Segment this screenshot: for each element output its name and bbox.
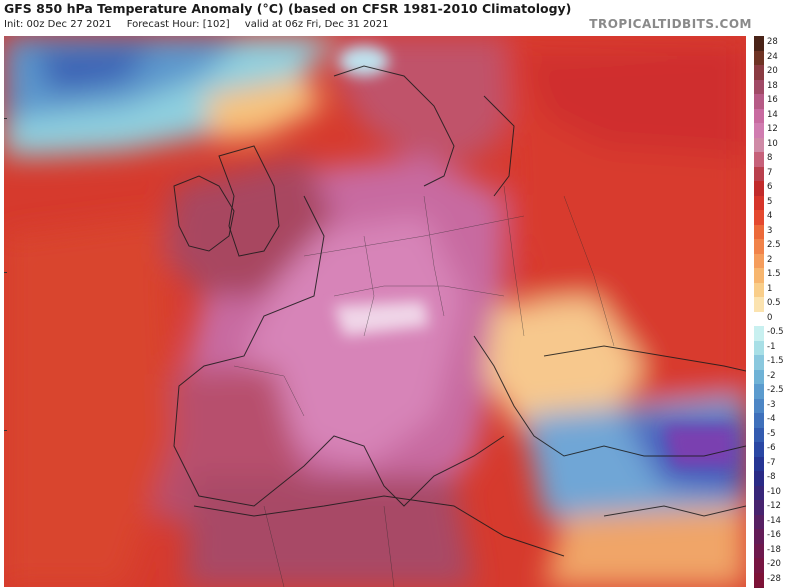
legend-label: 0 (767, 313, 772, 323)
chart-title: GFS 850 hPa Temperature Anomaly (°C) (ba… (4, 1, 571, 16)
legend-swatch (754, 529, 764, 545)
legend-label: -28 (767, 574, 781, 584)
legend-swatch (754, 254, 764, 270)
legend-label: -18 (767, 545, 781, 555)
legend-label: -20 (767, 559, 781, 569)
forecast-hour: Forecast Hour: [102] (127, 19, 230, 30)
map-svg (4, 36, 746, 587)
legend-swatch (754, 544, 764, 560)
legend-label: -10 (767, 487, 781, 497)
brand-watermark: TROPICALTIDBITS.COM (589, 17, 752, 31)
anomaly-map (4, 36, 746, 587)
legend-swatch (754, 65, 764, 81)
anomaly-middle-east (544, 506, 746, 587)
legend-label: 20 (767, 66, 778, 76)
legend-swatch (754, 94, 764, 110)
legend-label: -7 (767, 458, 775, 468)
legend-label: 3 (767, 226, 772, 236)
init-time: Init: 00z Dec 27 2021 (4, 19, 112, 30)
legend-swatch (754, 558, 764, 574)
legend-label: -2 (767, 371, 775, 381)
legend-swatch (754, 355, 764, 371)
legend-swatch (754, 268, 764, 284)
anomaly-north-africa (184, 476, 474, 587)
legend-swatch (754, 80, 764, 96)
legend-swatch (754, 457, 764, 473)
legend-swatch (754, 486, 764, 502)
legend-label: 10 (767, 139, 778, 149)
legend-label: 2.5 (767, 240, 781, 250)
run-info: Init: 00z Dec 27 2021 Forecast Hour: [10… (4, 19, 400, 30)
legend-label: -3 (767, 400, 775, 410)
legend-swatch (754, 225, 764, 241)
legend-label: 0.5 (767, 298, 781, 308)
legend-swatch (754, 36, 764, 52)
legend-label: 1 (767, 284, 772, 294)
legend-label: 6 (767, 182, 772, 192)
legend-label: 12 (767, 124, 778, 134)
legend-swatch (754, 167, 764, 183)
legend-swatch (754, 123, 764, 139)
legend-swatch (754, 196, 764, 212)
legend-label: -1.5 (767, 356, 784, 366)
legend-swatch (754, 573, 764, 588)
legend-label: 28 (767, 37, 778, 47)
legend-swatch (754, 210, 764, 226)
legend-label: 5 (767, 197, 772, 207)
legend-swatch (754, 370, 764, 386)
map-edge-tick (4, 430, 7, 431)
map-edge-tick (4, 118, 7, 119)
legend-swatch (754, 413, 764, 429)
legend-label: -6 (767, 443, 775, 453)
header: GFS 850 hPa Temperature Anomaly (°C) (ba… (0, 0, 792, 36)
legend-label: 2 (767, 255, 772, 265)
legend-label: -14 (767, 516, 781, 526)
legend-label: -2.5 (767, 385, 784, 395)
legend-swatch (754, 384, 764, 400)
legend-label: -5 (767, 429, 775, 439)
legend-label: -1 (767, 342, 775, 352)
legend-swatch (754, 239, 764, 255)
legend-swatch (754, 109, 764, 125)
legend-swatch (754, 283, 764, 299)
legend-label: -16 (767, 530, 781, 540)
legend-label: 24 (767, 52, 778, 62)
legend-swatch (754, 312, 764, 328)
legend-label: 18 (767, 81, 778, 91)
legend-swatch (754, 515, 764, 531)
legend-swatch (754, 428, 764, 444)
legend-swatch (754, 152, 764, 168)
map-edge-tick (4, 272, 7, 273)
legend-label: -12 (767, 501, 781, 511)
legend-swatch (754, 297, 764, 313)
legend-swatch (754, 51, 764, 67)
legend-swatch (754, 442, 764, 458)
legend-swatch (754, 341, 764, 357)
color-legend: 28 24 20 18 16 14 12 10 8 7 6 5 4 3 2.5 2 1.5 1 0.5 0 -0.5 -1… (752, 36, 792, 587)
legend-label: -4 (767, 414, 775, 424)
legend-label: 1.5 (767, 269, 781, 279)
legend-swatch (754, 326, 764, 342)
legend-label: 7 (767, 168, 772, 178)
anomaly-anatolia-min (664, 426, 734, 466)
valid-time: valid at 06z Fri, Dec 31 2021 (245, 19, 389, 30)
legend-label: 14 (767, 110, 778, 120)
legend-swatch (754, 471, 764, 487)
legend-swatch (754, 181, 764, 197)
legend-swatch (754, 399, 764, 415)
legend-swatch (754, 138, 764, 154)
legend-label: -0.5 (767, 327, 784, 337)
legend-label: -8 (767, 472, 775, 482)
legend-label: 8 (767, 153, 772, 163)
legend-label: 16 (767, 95, 778, 105)
legend-swatch (754, 500, 764, 516)
legend-label: 4 (767, 211, 772, 221)
